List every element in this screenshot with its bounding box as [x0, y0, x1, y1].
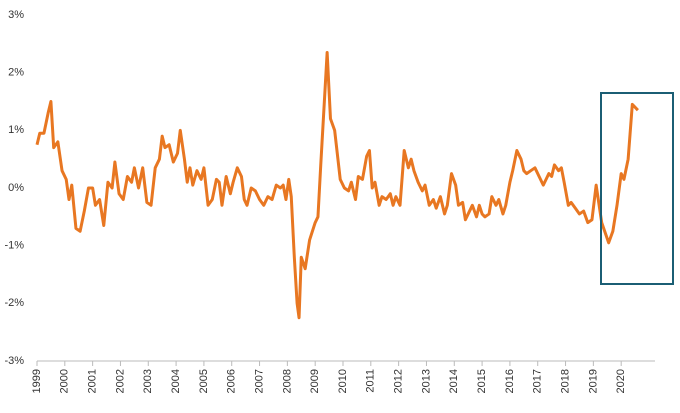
x-tick-label: 2011: [365, 369, 377, 393]
x-tick-label: 2017: [532, 369, 544, 393]
x-tick-label: 2006: [226, 369, 238, 393]
x-tick-label: 2010: [337, 369, 349, 393]
y-tick-label: 3%: [8, 9, 24, 21]
x-tick-label: 2002: [114, 369, 126, 393]
x-tick-label: 2020: [615, 369, 627, 393]
y-tick-label: 1%: [8, 124, 24, 136]
x-tick-label: 2015: [476, 369, 488, 393]
x-tick-label: 2012: [393, 369, 405, 393]
x-tick-label: 2000: [59, 369, 71, 393]
y-tick-label: -3%: [4, 355, 24, 367]
y-tick-label: 2%: [8, 67, 24, 79]
x-tick-label: 2004: [170, 369, 182, 393]
x-tick-label: 2019: [587, 369, 599, 393]
y-tick-label: 0%: [8, 182, 24, 194]
x-tick-label: 2008: [281, 369, 293, 393]
x-tick-label: 2007: [253, 369, 265, 393]
data-line: [35, 50, 639, 320]
y-tick-label: -1%: [4, 240, 24, 252]
x-tick-label: 1999: [31, 369, 43, 393]
x-tick-label: 2016: [504, 369, 516, 393]
x-tick-label: 2013: [420, 369, 432, 393]
x-tick-label: 2001: [87, 369, 99, 393]
highlight-box: [600, 92, 674, 285]
x-tick-label: 2014: [448, 369, 460, 393]
x-tick-label: 2005: [198, 369, 210, 393]
x-tick-label: 2009: [309, 369, 321, 393]
y-tick-label: -2%: [4, 297, 24, 309]
x-tick-label: 2018: [559, 369, 571, 393]
x-tick-label: 2003: [142, 369, 154, 393]
